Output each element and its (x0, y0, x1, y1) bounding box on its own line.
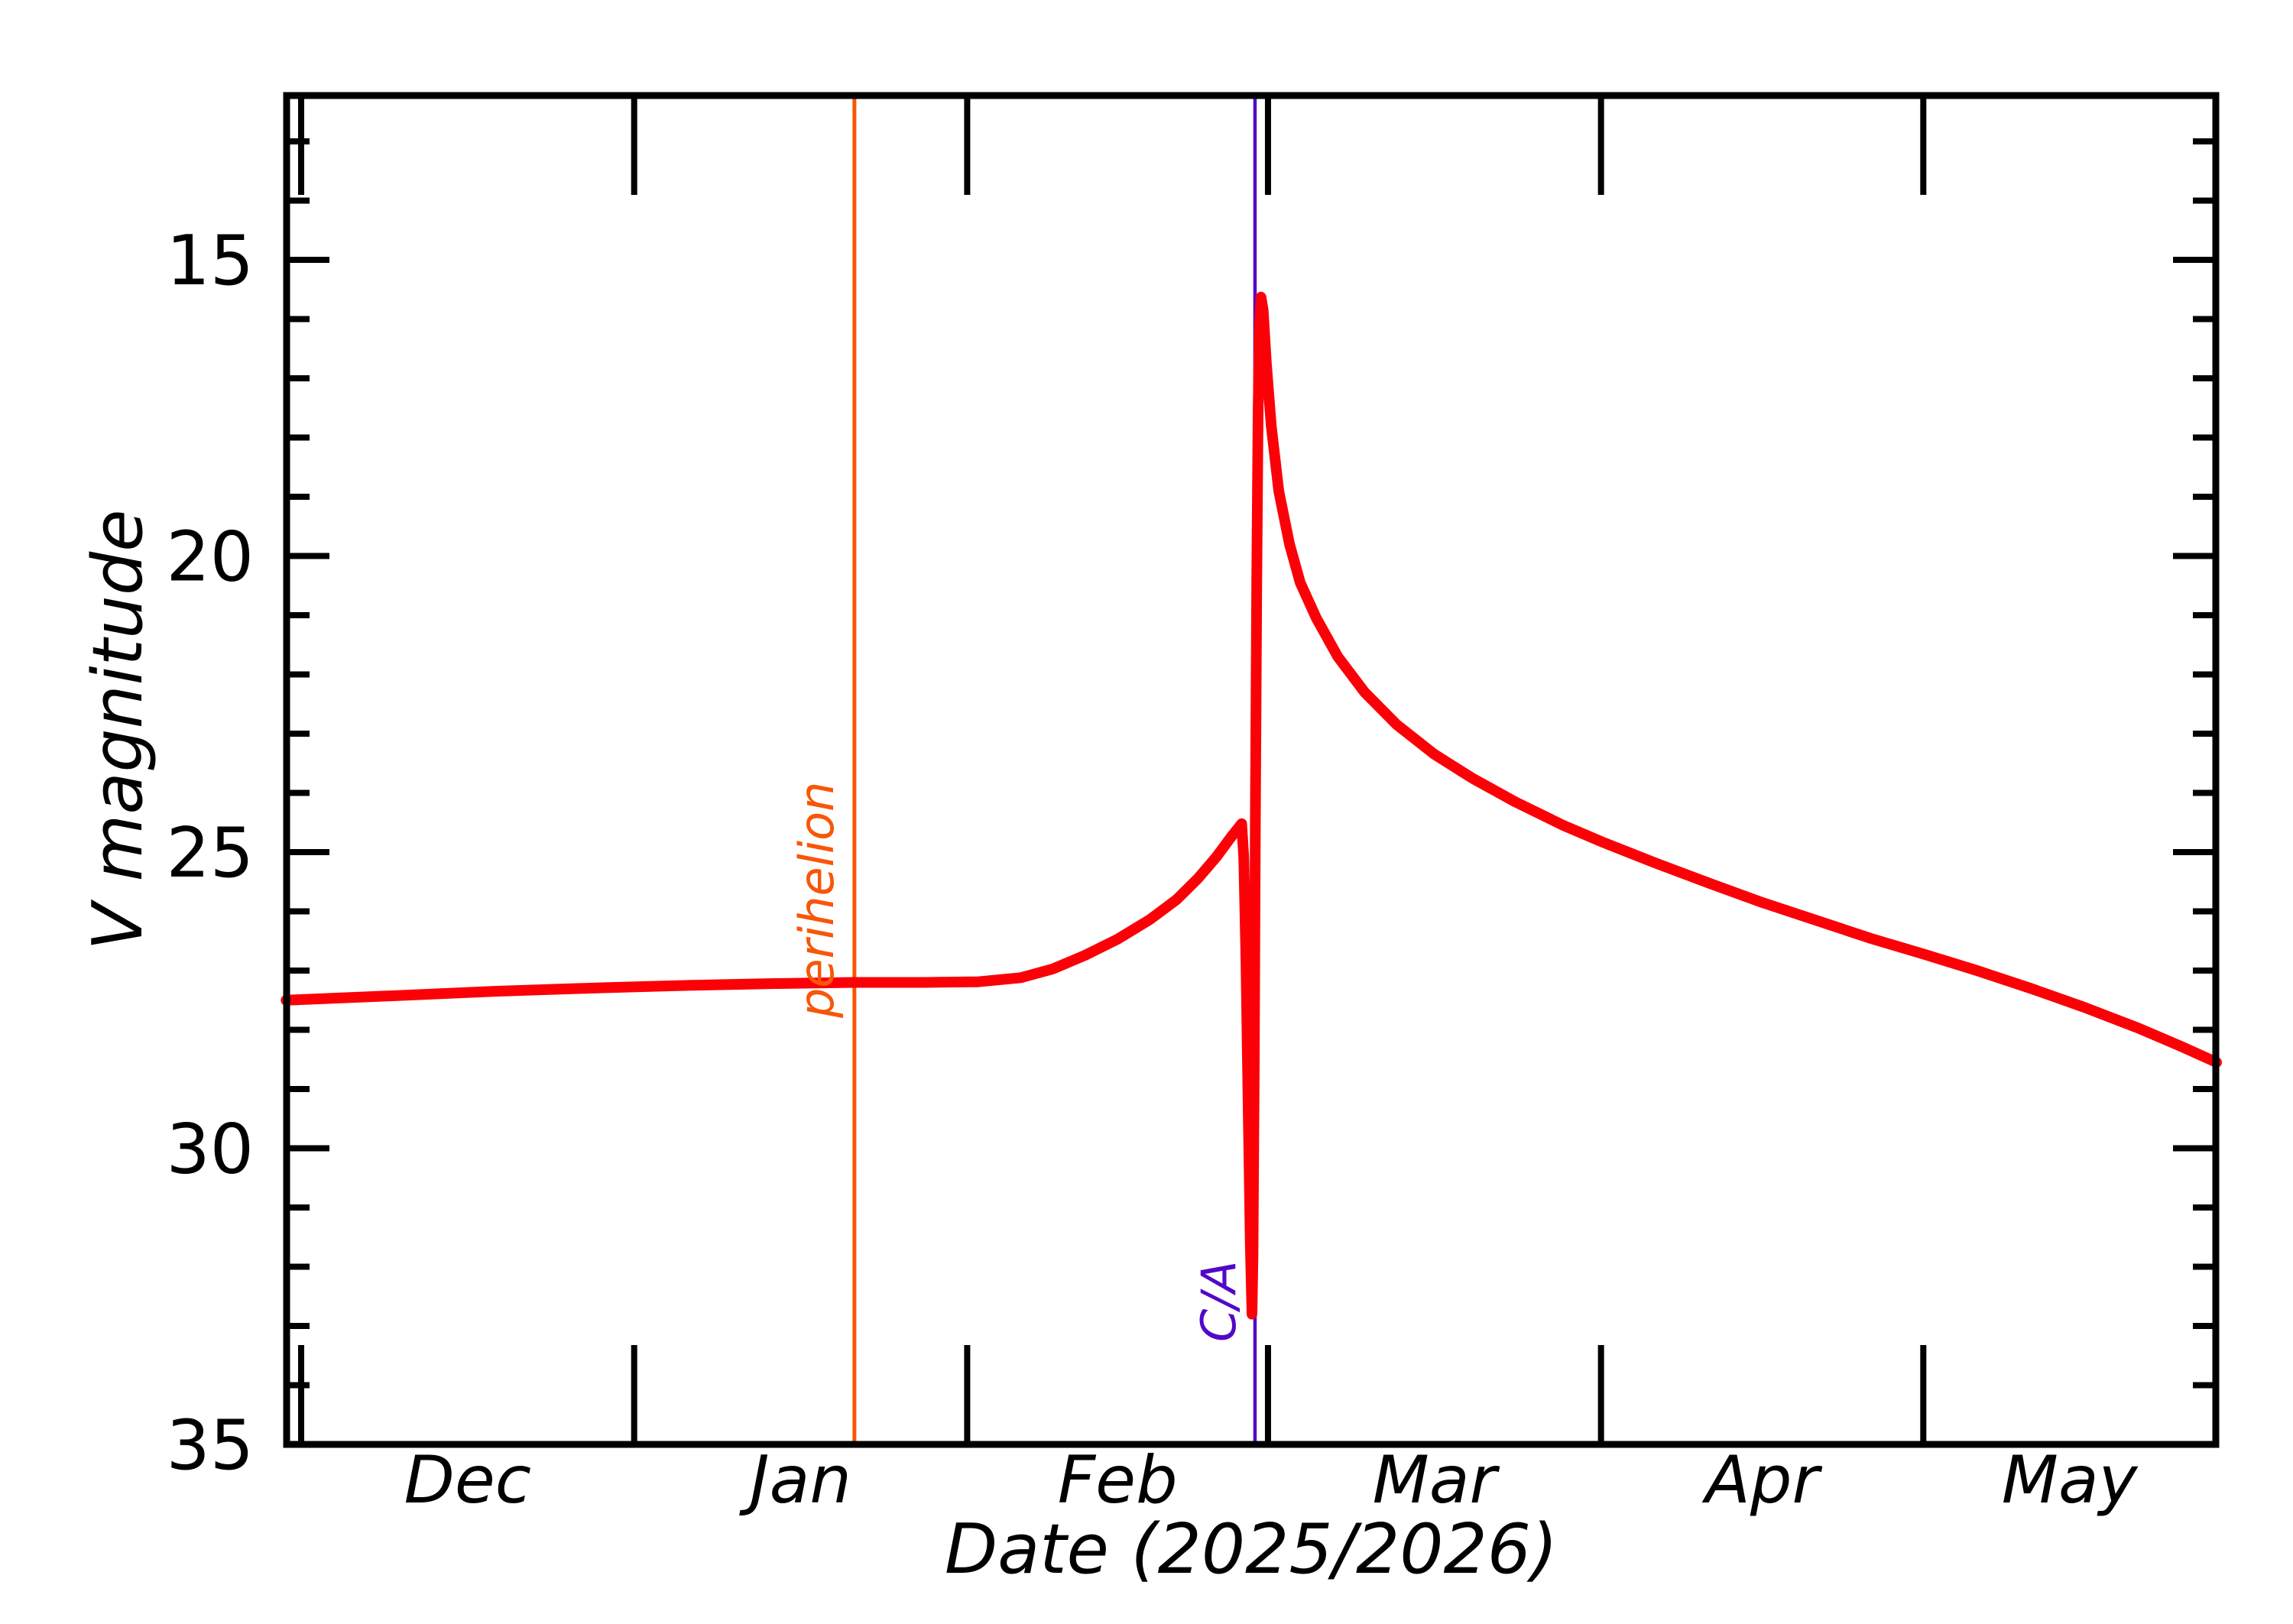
y-tick-label: 25 (166, 813, 254, 893)
month-label: Feb (1058, 1442, 1178, 1519)
y-tick-label: 30 (166, 1110, 254, 1190)
perihelion-label: perihelion (789, 782, 845, 1019)
month-label: Jan (738, 1442, 851, 1519)
month-label: Mar (1373, 1442, 1500, 1519)
close-approach-label: C/A (1191, 1260, 1247, 1342)
month-label: May (2002, 1442, 2139, 1519)
month-label: Dec (404, 1442, 531, 1519)
month-label: Apr (1701, 1442, 1822, 1519)
x-axis-title: Date (2025/2026) (945, 1509, 1558, 1590)
plot-generated-layer: 15 20 25 30 35 Dec Jan Feb Mar Apr May (166, 92, 2222, 1519)
plot-frame (283, 92, 2220, 1448)
y-tick-label: 35 (166, 1405, 254, 1486)
y-tick-label: 20 (166, 517, 254, 598)
y-tick-label: 15 (166, 221, 254, 301)
y-axis-title: V magnitude (78, 509, 158, 950)
magnitude-curve (281, 291, 2222, 1320)
